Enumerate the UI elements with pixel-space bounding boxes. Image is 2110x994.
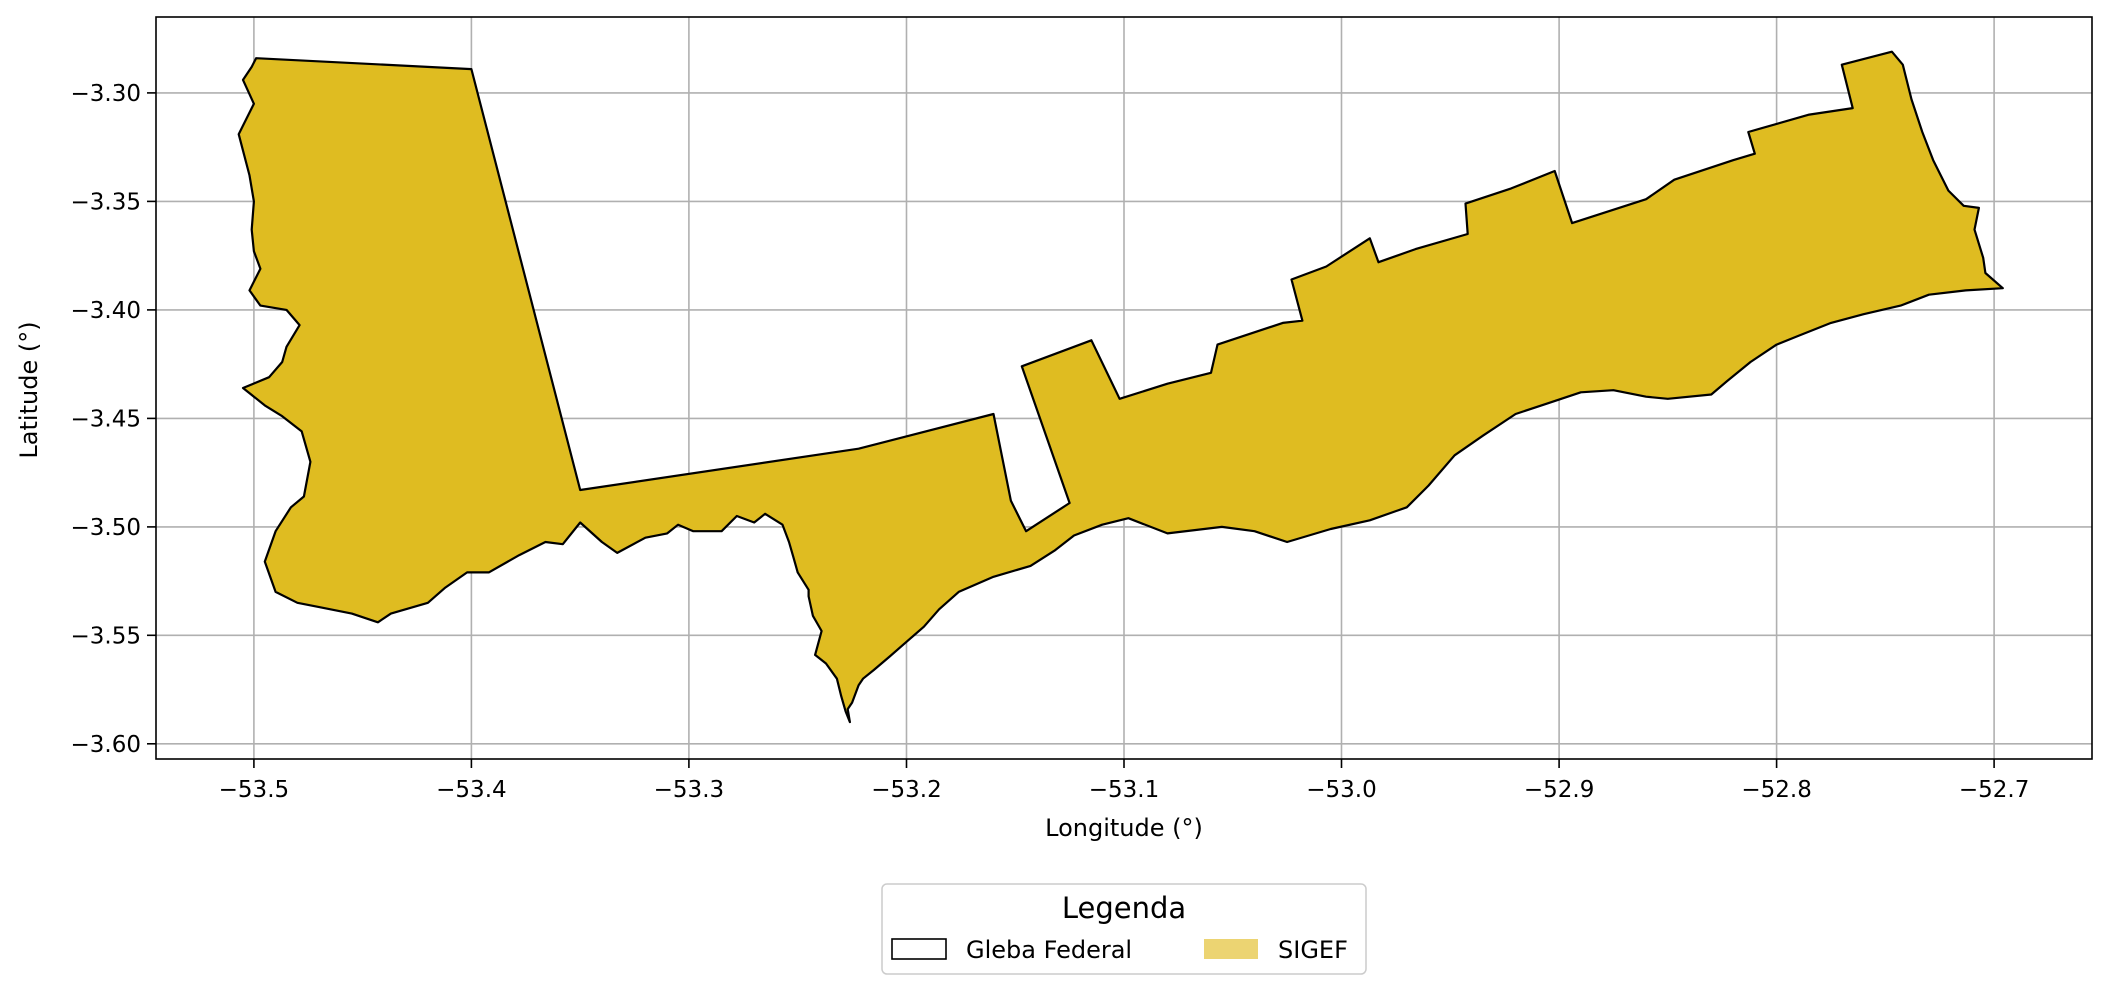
- legend-swatch-gleba-federal: [891, 938, 947, 960]
- y-tick-label: −3.30: [71, 81, 141, 107]
- x-tick-label: −53.3: [654, 777, 724, 803]
- legend-label-sigef: SIGEF: [1278, 936, 1348, 964]
- x-tick-label: −53.5: [219, 777, 289, 803]
- legend-label-gleba-federal: Gleba Federal: [966, 936, 1132, 964]
- y-tick-label: −3.35: [71, 189, 141, 215]
- y-axis-label: Latitude (°): [15, 321, 43, 458]
- y-tick-label: −3.60: [71, 732, 141, 758]
- gleba-federal-boundary: [237, 50, 2004, 724]
- x-tick-label: −52.8: [1741, 777, 1811, 803]
- legend: Legenda Gleba Federal SIGEF: [881, 883, 1367, 975]
- x-tick-label: −53.4: [436, 777, 506, 803]
- sigef-area: [238, 51, 2003, 723]
- x-tick-label: −52.9: [1524, 777, 1594, 803]
- x-tick-label: −53.1: [1089, 777, 1159, 803]
- polygon-layer: [237, 50, 2004, 724]
- y-tick-label: −3.45: [71, 406, 141, 432]
- legend-title: Legenda: [1062, 891, 1186, 925]
- y-tick-label: −3.50: [71, 515, 141, 541]
- x-tick-label: −53.2: [871, 777, 941, 803]
- y-tick-label: −3.55: [71, 623, 141, 649]
- tick-layer: −53.5 −53.4 −53.3 −53.2 −53.1 −53.0 −52.9 −52.8…: [71, 81, 2030, 803]
- legend-swatch-sigef: [1204, 939, 1258, 959]
- x-tick-label: −53.0: [1306, 777, 1376, 803]
- y-tick-label: −3.40: [71, 298, 141, 324]
- x-tick-label: −52.7: [1959, 777, 2029, 803]
- x-axis-label: Longitude (°): [1045, 814, 1203, 842]
